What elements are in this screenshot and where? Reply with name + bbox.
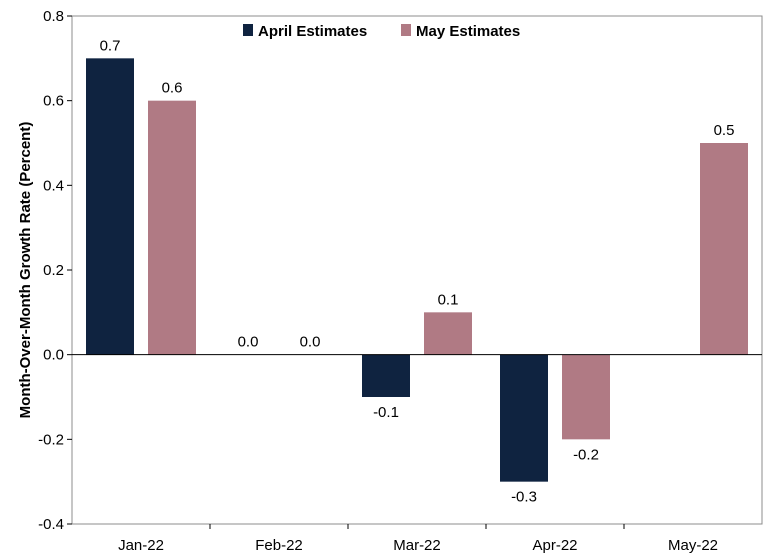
x-tick-label: Apr-22 xyxy=(532,537,577,554)
legend-label: April Estimates xyxy=(258,23,367,40)
bar-may-estimates-jan-22 xyxy=(148,100,196,355)
x-tick-label: Feb-22 xyxy=(255,537,303,554)
bar-may-estimates-apr-22 xyxy=(562,354,610,440)
y-tick-label: -0.2 xyxy=(38,431,64,448)
legend-swatch-april-estimates xyxy=(243,24,253,36)
y-tick-label: 0.4 xyxy=(43,177,64,194)
x-tick-label: May-22 xyxy=(668,537,718,554)
y-tick-label: -0.4 xyxy=(38,516,64,533)
bar-may-estimates-may-22 xyxy=(700,143,748,355)
legend-swatch-may-estimates xyxy=(401,24,411,36)
y-tick-label: 0.2 xyxy=(43,262,64,279)
x-axis: Jan-22 Feb-22 Mar-22 Apr-22 May-22 xyxy=(118,524,718,554)
data-label: 0.0 xyxy=(300,334,321,351)
data-label: -0.3 xyxy=(511,489,537,506)
y-axis: -0.4 -0.2 0.0 0.2 0.4 0.6 0.8 xyxy=(38,8,72,533)
y-axis-title: Month-Over-Month Growth Rate (Percent) xyxy=(17,122,34,419)
bar-may-estimates-mar-22 xyxy=(424,312,472,355)
data-label: 0.5 xyxy=(714,122,735,139)
legend: April Estimates May Estimates xyxy=(243,23,520,40)
x-tick-label: Jan-22 xyxy=(118,537,164,554)
bars-group: 0.7 0.6 0.0 0.0 -0.1 0.1 -0.3 -0.2 0.5 xyxy=(86,37,748,506)
bar-april-estimates-mar-22 xyxy=(362,354,410,397)
data-label: -0.1 xyxy=(373,404,399,421)
data-label: 0.0 xyxy=(238,334,259,351)
data-label: 0.1 xyxy=(438,291,459,308)
y-tick-label: 0.0 xyxy=(43,347,64,364)
y-tick-label: 0.6 xyxy=(43,93,64,110)
legend-label: May Estimates xyxy=(416,23,520,40)
x-tick-label: Mar-22 xyxy=(393,537,441,554)
data-label: 0.6 xyxy=(162,80,183,97)
bar-april-estimates-apr-22 xyxy=(500,354,548,482)
bar-april-estimates-jan-22 xyxy=(86,58,134,355)
y-tick-label: 0.8 xyxy=(43,8,64,25)
data-label: -0.2 xyxy=(573,446,599,463)
data-label: 0.7 xyxy=(100,37,121,54)
